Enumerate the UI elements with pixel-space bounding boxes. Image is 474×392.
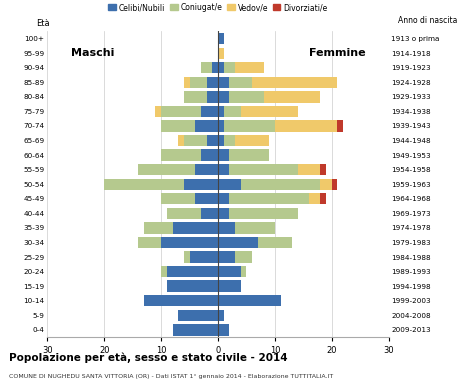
Bar <box>218 281 241 292</box>
Bar <box>195 164 218 175</box>
Bar <box>218 120 224 132</box>
Bar <box>235 62 264 73</box>
Bar <box>195 120 218 132</box>
Bar <box>167 266 218 277</box>
Bar <box>218 237 258 248</box>
Bar <box>224 106 241 117</box>
Bar <box>184 251 190 263</box>
Bar <box>178 135 184 146</box>
Bar <box>161 193 195 205</box>
Bar <box>241 266 246 277</box>
Bar <box>138 237 161 248</box>
Bar <box>138 164 195 175</box>
Bar <box>229 91 264 103</box>
Bar <box>161 120 195 132</box>
Bar <box>195 193 218 205</box>
Bar <box>161 149 201 161</box>
Legend: Celibi/Nubili, Coniugat/e, Vedov/e, Divorziati/e: Celibi/Nubili, Coniugat/e, Vedov/e, Divo… <box>105 0 331 15</box>
Bar <box>332 179 337 190</box>
Bar <box>229 208 298 219</box>
Bar <box>155 106 161 117</box>
Bar <box>235 135 269 146</box>
Bar <box>218 179 241 190</box>
Bar <box>173 324 218 336</box>
Bar <box>235 251 252 263</box>
Bar <box>241 179 320 190</box>
Bar <box>224 62 235 73</box>
Bar <box>258 237 292 248</box>
Text: COMUNE DI NUGHEDU SANTA VITTORIA (OR) - Dati ISTAT 1° gennaio 2014 - Elaborazion: COMUNE DI NUGHEDU SANTA VITTORIA (OR) - … <box>9 374 334 379</box>
Bar <box>218 62 224 73</box>
Bar <box>207 77 218 88</box>
Bar <box>218 77 229 88</box>
Bar <box>218 266 241 277</box>
Bar <box>201 149 218 161</box>
Bar <box>218 47 224 59</box>
Bar <box>218 295 281 307</box>
Bar <box>218 106 224 117</box>
Bar <box>218 193 229 205</box>
Bar <box>229 149 269 161</box>
Bar <box>218 135 224 146</box>
Bar <box>229 164 298 175</box>
Bar <box>144 295 218 307</box>
Bar <box>218 33 224 44</box>
Text: Maschi: Maschi <box>71 48 115 58</box>
Bar <box>218 310 224 321</box>
Bar <box>241 106 298 117</box>
Bar <box>229 193 309 205</box>
Bar <box>337 120 343 132</box>
Text: Anno di nascita: Anno di nascita <box>398 16 457 25</box>
Bar <box>229 77 252 88</box>
Bar <box>218 324 229 336</box>
Bar <box>201 106 218 117</box>
Bar <box>144 222 173 234</box>
Bar <box>207 135 218 146</box>
Bar <box>161 237 218 248</box>
Bar <box>184 91 207 103</box>
Bar <box>320 193 326 205</box>
Bar <box>207 91 218 103</box>
Bar <box>218 251 235 263</box>
Bar <box>218 91 229 103</box>
Bar <box>218 149 229 161</box>
Bar <box>298 164 320 175</box>
Text: Femmine: Femmine <box>309 48 366 58</box>
Bar <box>167 281 218 292</box>
Bar <box>275 120 337 132</box>
Bar <box>218 222 235 234</box>
Bar <box>184 77 190 88</box>
Bar <box>212 62 218 73</box>
Bar <box>320 179 332 190</box>
Bar <box>235 222 275 234</box>
Bar <box>167 208 201 219</box>
Bar <box>218 208 229 219</box>
Text: Età: Età <box>36 20 50 29</box>
Bar <box>190 251 218 263</box>
Bar <box>173 222 218 234</box>
Bar <box>184 179 218 190</box>
Bar <box>178 310 218 321</box>
Bar <box>161 266 167 277</box>
Bar <box>224 120 275 132</box>
Bar <box>264 91 320 103</box>
Bar <box>190 77 207 88</box>
Text: Popolazione per età, sesso e stato civile - 2014: Popolazione per età, sesso e stato civil… <box>9 353 288 363</box>
Bar <box>184 135 207 146</box>
Bar <box>104 179 184 190</box>
Bar <box>252 77 337 88</box>
Bar <box>201 208 218 219</box>
Bar <box>218 164 229 175</box>
Bar <box>309 193 320 205</box>
Bar <box>320 164 326 175</box>
Bar <box>224 135 235 146</box>
Bar <box>161 106 201 117</box>
Bar <box>201 62 212 73</box>
